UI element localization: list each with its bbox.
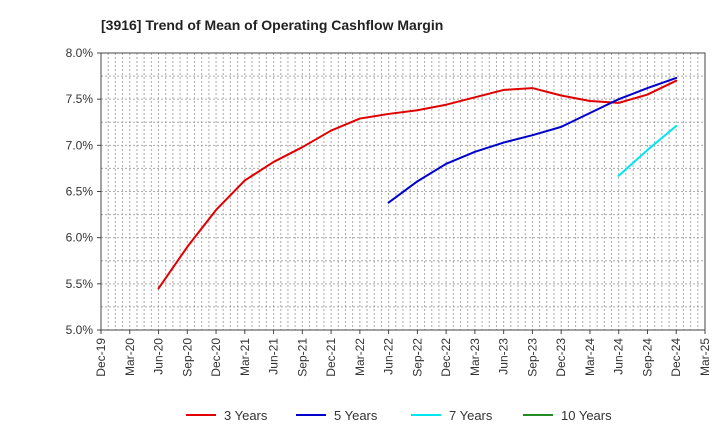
x-tick-label: Mar-21 (238, 338, 252, 376)
x-tick-label: Mar-23 (468, 338, 482, 376)
y-tick-label: 7.0% (66, 138, 94, 152)
x-tick-label: Dec-21 (324, 338, 338, 377)
x-tick-label: Sep-23 (525, 338, 539, 377)
y-tick-label: 8.0% (66, 46, 94, 60)
x-tick-label: Mar-22 (353, 338, 367, 376)
chart-title: [3916] Trend of Mean of Operating Cashfl… (101, 17, 444, 33)
x-tick-label: Mar-20 (123, 338, 137, 376)
y-tick-label: 5.0% (66, 323, 94, 337)
x-tick-label: Sep-21 (295, 338, 309, 377)
y-tick-label: 5.5% (66, 277, 94, 291)
x-tick-label: Jun-20 (152, 338, 166, 375)
x-tick-label: Dec-19 (94, 338, 108, 377)
legend-label-4: 10 Years (561, 408, 612, 423)
x-tick-label: Sep-20 (180, 338, 194, 377)
x-tick-label: Sep-24 (640, 338, 654, 377)
x-tick-label: Sep-22 (410, 338, 424, 377)
legend-label-3: 7 Years (449, 408, 493, 423)
x-tick-label: Mar-24 (583, 338, 597, 376)
series-line-1 (157, 79, 678, 290)
x-tick-label: Dec-20 (209, 338, 223, 377)
x-tick-label: Jun-21 (267, 338, 281, 375)
legend-label-2: 5 Years (334, 408, 378, 423)
x-tick-label: Jun-23 (497, 338, 511, 375)
x-tick-label: Jun-22 (382, 338, 396, 375)
x-tick-label: Mar-25 (698, 338, 712, 376)
x-tick-label: Jun-24 (612, 338, 626, 375)
x-tick-label: Dec-22 (439, 338, 453, 377)
y-tick-label: 6.0% (66, 231, 94, 245)
series-line-2 (387, 76, 678, 204)
series-line-3 (617, 124, 678, 177)
legend-label-1: 3 Years (224, 408, 268, 423)
x-tick-label: Dec-23 (554, 338, 568, 377)
y-tick-label: 7.5% (66, 92, 94, 106)
y-tick-label: 6.5% (66, 185, 94, 199)
x-tick-label: Dec-24 (669, 338, 683, 377)
